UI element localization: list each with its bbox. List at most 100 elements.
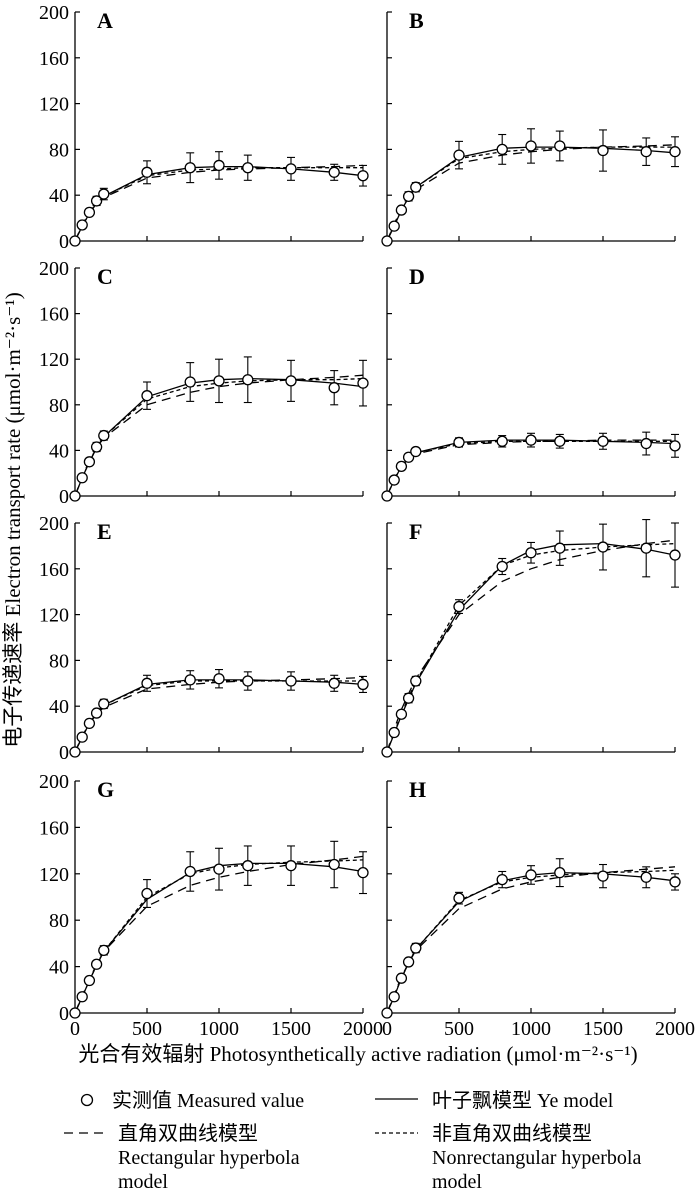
measured-point [213, 159, 225, 172]
measured-point [395, 204, 408, 216]
legend-measured-marker [80, 1093, 94, 1107]
x-tick-label: 2000 [343, 1018, 383, 1040]
measured-point [395, 460, 408, 473]
measured-point [525, 140, 537, 152]
y-tick-label: 0 [59, 231, 69, 253]
ye-model-curve [386, 871, 676, 1014]
measured-point [525, 434, 537, 446]
measured-point [496, 143, 508, 156]
y-tick-label: 0 [59, 486, 69, 508]
measured-point [402, 190, 415, 202]
measured-point [453, 149, 465, 161]
nonrect-hyperbola-curve [74, 680, 363, 753]
measured-point [69, 490, 81, 502]
measured-point [242, 162, 254, 174]
panel-d: D [381, 264, 681, 502]
panels: 0 40 80 120 160 200 A B 0 40 80 120 160 200 C D 0 40 80 120… [39, 2, 695, 1040]
measured-point [525, 869, 537, 881]
measured-point [597, 541, 609, 553]
y-tick-label: 80 [49, 395, 69, 417]
measured-point [184, 376, 196, 388]
legend-ye-label: 叶子飘模型 Ye model [432, 1089, 614, 1112]
measured-point [525, 547, 537, 559]
measured-point [395, 708, 408, 720]
measured-point [76, 991, 88, 1003]
legend-nonrect-label: 非直角双曲线模型 Nonrectangular hyperbola model [432, 1122, 641, 1193]
ye-model-curve [74, 679, 364, 753]
y-tick-label: 80 [49, 650, 69, 672]
measured-point [69, 1007, 81, 1019]
panel-label: B [409, 8, 424, 33]
rect-hyperbola-curve [74, 164, 364, 242]
measured-point [395, 972, 408, 984]
measured-point [98, 429, 110, 442]
nonrect-hyperbola-curve [386, 542, 676, 753]
y-axis-label: 电子传递速率 Electron transport rate (μmol·m⁻²… [1, 292, 25, 747]
panel-a: 0 40 80 120 160 200 A [39, 2, 369, 253]
measured-point [402, 956, 415, 968]
y-tick-label: 120 [39, 94, 69, 116]
rect-hyperbola-curve [74, 676, 364, 753]
measured-point [669, 146, 681, 158]
measured-point [242, 860, 254, 872]
x-tick-label: 1500 [583, 1018, 623, 1040]
measured-point [554, 140, 566, 152]
y-tick-label: 40 [49, 957, 69, 979]
rect-hyperbola-curve [386, 439, 675, 497]
measured-point [83, 456, 96, 468]
measured-point [213, 863, 225, 875]
measured-point [242, 675, 254, 687]
measured-point [285, 163, 297, 175]
y-tick-label: 40 [49, 185, 69, 207]
y-tick-label: 200 [39, 771, 69, 793]
y-tick-label: 160 [39, 817, 69, 839]
measured-point [69, 235, 81, 247]
measured-point [90, 707, 103, 719]
panel-label: H [409, 777, 426, 802]
measured-point [669, 876, 681, 888]
measured-point [410, 942, 422, 954]
measured-point [285, 375, 297, 387]
measured-point [453, 892, 465, 904]
measured-point [410, 181, 422, 193]
measured-point [184, 865, 196, 878]
measured-point [76, 731, 88, 743]
measured-point [242, 374, 254, 386]
measured-point [410, 445, 422, 458]
measured-point [402, 692, 415, 704]
measured-point [184, 162, 196, 174]
y-tick-label: 120 [39, 864, 69, 886]
measured-point [640, 146, 652, 158]
measured-point [76, 219, 88, 231]
measured-point [213, 375, 225, 387]
panel-b: B [381, 8, 681, 247]
y-tick-label: 80 [49, 910, 69, 932]
measured-point [141, 887, 153, 900]
panel-e: 0 40 80 120 160 200 E [39, 513, 369, 764]
panel-label: G [97, 777, 114, 802]
measured-point [453, 436, 465, 449]
measured-point [328, 166, 340, 178]
measured-point [388, 220, 400, 232]
y-tick-label: 160 [39, 304, 69, 326]
y-tick-label: 160 [39, 48, 69, 70]
measured-point [69, 746, 81, 758]
measured-point [83, 717, 96, 730]
measured-point [98, 188, 110, 200]
panel-label: D [409, 264, 425, 289]
measured-point [98, 944, 110, 957]
rect-hyperbola-curve [386, 866, 676, 1014]
measured-point [496, 435, 508, 447]
measured-point [402, 451, 415, 463]
panel-label: C [97, 264, 113, 289]
measured-point [381, 235, 393, 247]
y-tick-label: 80 [49, 139, 69, 161]
legend-rect-label: 直角双曲线模型 Rectangular hyperbola model [118, 1122, 300, 1193]
y-tick-label: 40 [49, 696, 69, 718]
panel-c: 0 40 80 120 160 200 C [39, 258, 369, 508]
x-tick-label: 500 [132, 1018, 162, 1040]
ye-model-curve [386, 439, 676, 497]
x-tick-label: 0 [70, 1018, 80, 1040]
panel-label: E [97, 519, 112, 544]
